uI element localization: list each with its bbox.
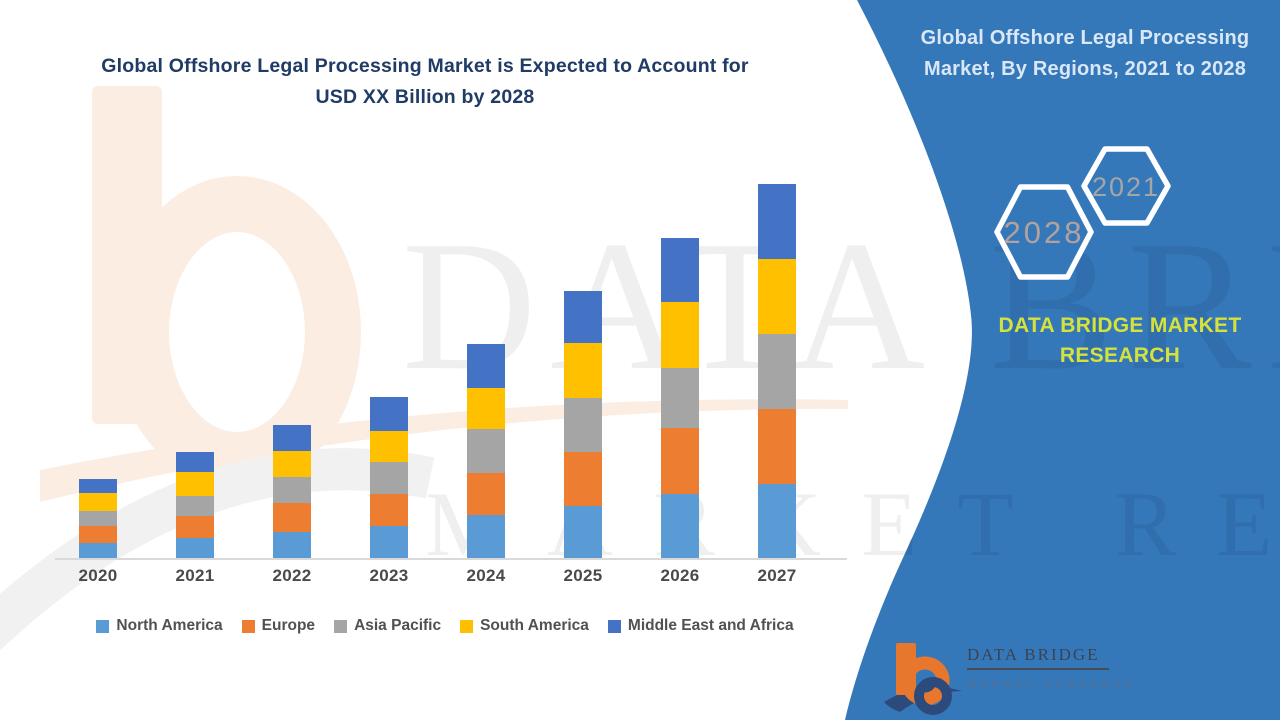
hexagon-2021-label: 2021 (1092, 172, 1160, 202)
legend-label: Asia Pacific (354, 617, 442, 634)
bar-segment-asia-pacific (758, 334, 796, 409)
hexagon-2028-label: 2028 (1004, 215, 1085, 250)
legend: North America Europe Asia Pacific South Ame… (50, 617, 840, 635)
legend-swatch (241, 619, 255, 633)
panel-title-line2: Market, By Regions, 2021 to 2028 (923, 58, 1247, 80)
legend-item: South America (460, 617, 589, 635)
bar-segment-middle-east-and-africa (370, 397, 408, 431)
legend-item: Middle East and Africa (607, 617, 794, 635)
bar-segment-north-america (273, 532, 311, 559)
panel-title-line1: Global Offshore Legal Processing (920, 27, 1250, 49)
bar-segment-europe (79, 526, 117, 543)
legend-label: Middle East and Africa (627, 617, 794, 634)
logo-subtitle: MARKET RESEARCH (968, 679, 1138, 690)
bar-segment-europe (467, 473, 505, 515)
bar-segment-north-america (176, 538, 214, 559)
chart-headline: Global Offshore Legal Processing Market … (40, 51, 810, 113)
bar-segment-europe (370, 494, 408, 526)
x-axis-label: 2025 (563, 566, 603, 585)
bar-segment-asia-pacific (661, 368, 699, 428)
hexagon-2028 (994, 184, 1094, 280)
bar-segment-europe (176, 516, 214, 538)
bar-segment-middle-east-and-africa (467, 344, 505, 388)
legend-swatch (334, 619, 348, 633)
bar-segment-north-america (79, 543, 117, 559)
bar-segment-north-america (467, 515, 505, 559)
bar-2022 (273, 425, 311, 559)
bar-segment-europe (564, 452, 602, 506)
bar-segment-europe (758, 409, 796, 484)
legend-swatch (460, 619, 474, 633)
x-axis-label: 2027 (757, 566, 797, 585)
brand-panel-line1: DATA BRIDGE MARKET (998, 314, 1242, 337)
bar-segment-middle-east-and-africa (176, 452, 214, 472)
legend-item: North America (96, 617, 223, 635)
bar-segment-north-america (564, 506, 602, 559)
bar-segment-middle-east-and-africa (661, 238, 699, 302)
bar-segment-asia-pacific (273, 477, 311, 503)
x-axis-label: 2021 (175, 566, 215, 585)
bar-segment-south-america (467, 388, 505, 429)
bar-2024 (467, 344, 505, 559)
legend-label: Europe (261, 617, 316, 634)
bar-2027 (758, 184, 796, 559)
x-axis-line (55, 558, 847, 560)
logo-title: DATA BRIDGE (967, 645, 1109, 670)
bar-segment-middle-east-and-africa (79, 479, 117, 493)
bar-segment-north-america (758, 484, 796, 559)
bar-segment-south-america (273, 451, 311, 477)
chart-headline-line1: Global Offshore Legal Processing Market … (101, 55, 749, 77)
watermark-b-bowl (113, 176, 361, 488)
bar-2021 (176, 452, 214, 559)
watermark-swoosh-orange (40, 399, 848, 502)
legend-label: North America (116, 617, 223, 634)
bar-segment-north-america (370, 526, 408, 559)
bar-2023 (370, 397, 408, 559)
bar-2026 (661, 238, 699, 559)
x-axis-label: 2026 (660, 566, 700, 585)
chart-headline-line2: USD XX Billion by 2028 (315, 86, 535, 108)
bar-segment-asia-pacific (176, 496, 214, 516)
logo-d-ring (914, 677, 952, 715)
bar-segment-south-america (79, 493, 117, 511)
bar-segment-asia-pacific (564, 398, 602, 452)
x-axis-label: 2024 (466, 566, 506, 585)
bar-segment-asia-pacific (79, 511, 117, 526)
panel-title: Global Offshore Legal Processing Market,… (890, 23, 1280, 85)
bar-2025 (564, 291, 602, 559)
legend-label: South America (480, 617, 589, 634)
bar-segment-asia-pacific (370, 462, 408, 494)
bar-segment-north-america (661, 494, 699, 559)
legend-item: Asia Pacific (334, 617, 441, 635)
bar-segment-south-america (370, 431, 408, 462)
hexagon-2021 (1081, 146, 1171, 226)
legend-swatch (96, 619, 110, 633)
bar-segment-south-america (564, 343, 602, 398)
bar-2020 (79, 479, 117, 559)
bar-segment-south-america (758, 259, 796, 334)
x-axis-label: 2020 (78, 566, 118, 585)
data-bridge-logo-icon (884, 643, 962, 715)
legend-swatch (607, 619, 621, 633)
hexagon-badges: 2028 2021 (994, 146, 1171, 280)
bar-segment-asia-pacific (467, 429, 505, 473)
bar-segment-europe (661, 428, 699, 494)
bar-segment-middle-east-and-africa (564, 291, 602, 343)
bar-segment-south-america (661, 302, 699, 368)
brand-panel-text: DATA BRIDGE MARKET RESEARCH (955, 311, 1280, 371)
x-axis-label: 2022 (272, 566, 312, 585)
bar-segment-middle-east-and-africa (758, 184, 796, 259)
legend-item: Europe (241, 617, 316, 635)
x-axis-label: 2023 (369, 566, 409, 585)
bar-segment-middle-east-and-africa (273, 425, 311, 451)
blue-diagonal-panel (845, 0, 1280, 720)
bar-segment-south-america (176, 472, 214, 496)
bar-segment-europe (273, 503, 311, 532)
brand-panel-line2: RESEARCH (1059, 344, 1181, 367)
